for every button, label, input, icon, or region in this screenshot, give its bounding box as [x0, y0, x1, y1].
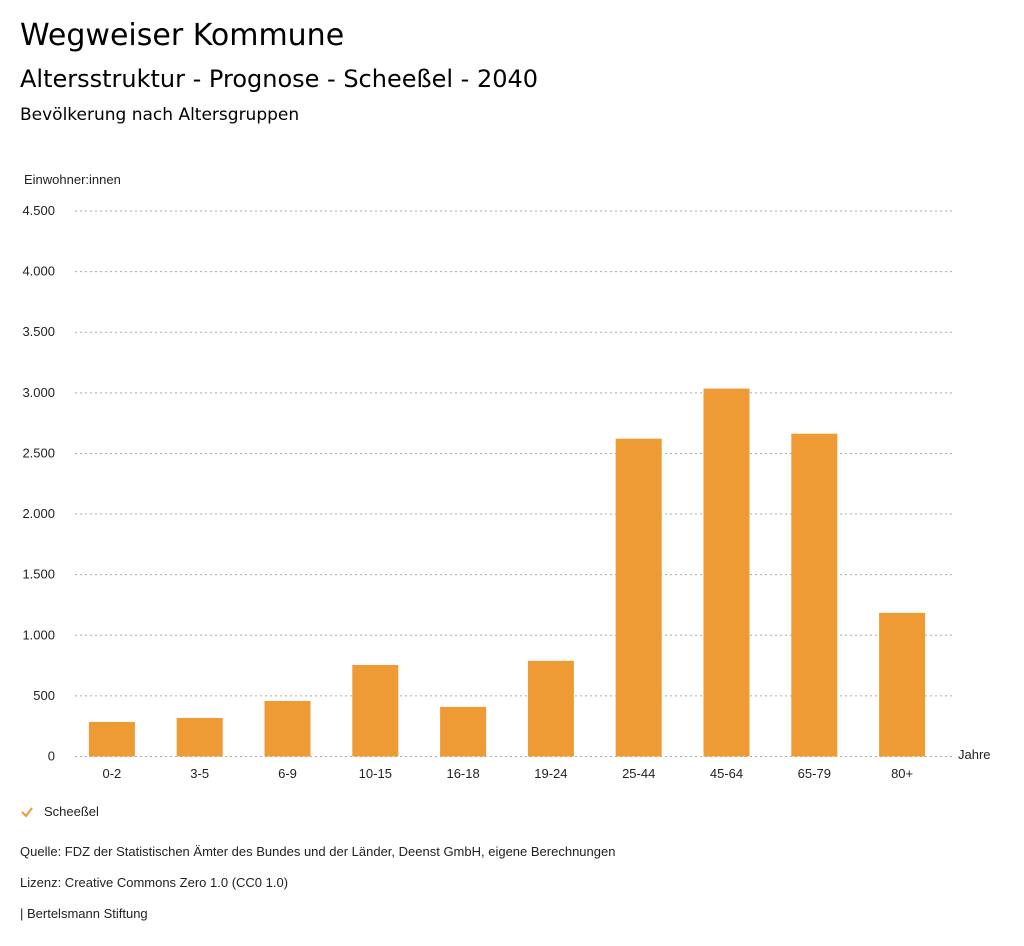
x-tick-label: 25-44: [622, 766, 655, 781]
y-axis-label: Einwohner:innen: [24, 172, 121, 187]
y-tick-label: 1.000: [22, 627, 55, 642]
legend-item-scheessel[interactable]: Scheeßel: [20, 804, 99, 819]
x-tick-label: 80+: [891, 766, 913, 781]
app-title: Wegweiser Kommune: [20, 18, 345, 53]
y-tick-label: 2.500: [22, 445, 55, 460]
y-tick-label: 0: [48, 749, 55, 764]
y-tick-label: 4.000: [22, 264, 55, 279]
bar-0-2[interactable]: [88, 721, 135, 757]
bar-45-64[interactable]: [703, 388, 750, 757]
y-tick-label: 2.000: [22, 506, 55, 521]
x-tick-label: 6-9: [278, 766, 297, 781]
x-tick-label: 3-5: [190, 766, 209, 781]
bar-chart: Einwohner:innen 0 500 1.000 1.500 2.000 2.500 3…: [22, 172, 991, 781]
x-tick-label: 19-24: [534, 766, 567, 781]
x-tick-label: 45-64: [710, 766, 743, 781]
chart-title: Bevölkerung nach Altersgruppen: [20, 105, 300, 125]
bar-80+[interactable]: [879, 612, 926, 757]
publisher-text: | Bertelsmann Stiftung: [20, 906, 148, 921]
x-tick-label: 65-79: [798, 766, 831, 781]
license-text: Lizenz: Creative Commons Zero 1.0 (CC0 1…: [20, 875, 289, 890]
bar-25-44[interactable]: [615, 438, 662, 757]
y-tick-label: 3.000: [22, 385, 55, 400]
x-tick-label: 0-2: [103, 766, 122, 781]
legend-label: Scheeßel: [44, 804, 99, 819]
x-tick-label: 10-15: [359, 766, 392, 781]
bar-65-79[interactable]: [791, 433, 838, 757]
source-text: Quelle: FDZ der Statistischen Ämter des …: [20, 844, 616, 859]
bar-6-9[interactable]: [264, 700, 311, 757]
x-axis-label: Jahre: [958, 747, 991, 762]
y-tick-label: 4.500: [22, 203, 55, 218]
bar-19-24[interactable]: [527, 660, 574, 757]
bar-16-18[interactable]: [440, 706, 487, 757]
x-tick-label: 16-18: [446, 766, 479, 781]
bar-10-15[interactable]: [352, 664, 399, 757]
page-subtitle: Altersstruktur - Prognose - Scheeßel - 2…: [20, 65, 539, 93]
y-tick-label: 3.500: [22, 324, 55, 339]
y-tick-label: 1.500: [22, 567, 55, 582]
bar-3-5[interactable]: [176, 717, 223, 757]
checkmark-icon: [21, 806, 33, 818]
y-tick-label: 500: [33, 688, 55, 703]
